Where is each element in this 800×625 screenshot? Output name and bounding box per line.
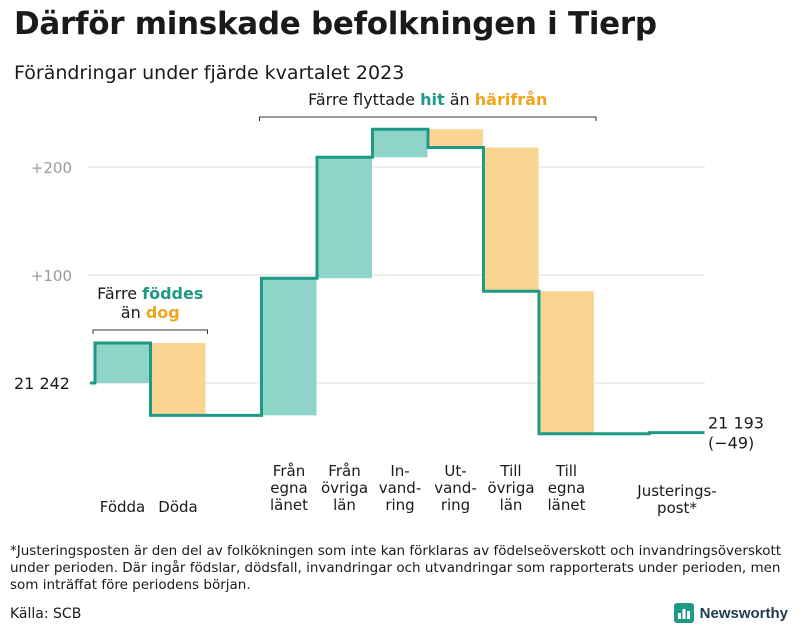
x-category-label: post* xyxy=(657,499,697,517)
x-category-label: Döda xyxy=(158,498,197,516)
x-category-label: vand- xyxy=(379,479,422,497)
cumulative-line xyxy=(90,127,705,436)
waterfall-bar xyxy=(372,129,428,158)
x-category-label: Födda xyxy=(100,498,146,516)
x-category-label: ring xyxy=(441,496,470,514)
annotation-bracket xyxy=(259,116,597,121)
x-category-label: Justerings- xyxy=(636,482,716,500)
annotation-text: Färre föddes xyxy=(97,284,203,303)
waterfall-bar xyxy=(539,291,594,434)
waterfall-bar xyxy=(150,343,206,416)
x-category-label: ring xyxy=(385,496,414,514)
waterfall-bar xyxy=(95,343,150,383)
x-category-label: övriga xyxy=(487,479,534,497)
y-tick-label: +200 xyxy=(31,159,72,177)
source-label: Källa: SCB xyxy=(10,606,82,622)
waterfall-bar xyxy=(428,129,483,148)
annotation-text: än dog xyxy=(121,303,180,322)
chart-title: Därför minskade befolkningen i Tierp xyxy=(14,6,657,42)
end-value-label: (−49) xyxy=(708,434,754,453)
x-category-label: län xyxy=(500,496,523,514)
x-category-label: Till xyxy=(499,462,521,480)
x-category-label: län xyxy=(333,496,356,514)
newsworthy-icon xyxy=(673,603,694,623)
chart-subtitle: Förändringar under fjärde kvartalet 2023 xyxy=(14,62,405,84)
x-category-label: länet xyxy=(270,496,308,514)
waterfall-bar xyxy=(261,278,317,416)
footnote: *Justeringsposten är den del av folkökni… xyxy=(10,543,782,593)
x-category-label: In- xyxy=(390,462,409,480)
x-category-label: egna xyxy=(548,479,585,497)
brand-name: Newsworthy xyxy=(699,604,788,622)
annotation-bracket xyxy=(92,329,208,334)
annotation-text: Färre flyttade hit än härifrån xyxy=(308,90,547,109)
x-category-label: länet xyxy=(548,496,586,514)
x-category-label: Från xyxy=(328,462,360,480)
x-category-label: egna xyxy=(270,479,307,497)
x-category-label: Från xyxy=(273,462,305,480)
start-value-label: 21 242 xyxy=(14,374,70,393)
brand-logo[interactable]: Newsworthy xyxy=(673,603,788,623)
x-category-label: Ut- xyxy=(444,462,466,480)
waterfall-bar xyxy=(317,157,372,279)
x-category-label: Till xyxy=(555,462,577,480)
end-value-label: 21 193 xyxy=(708,414,764,433)
x-category-label: övriga xyxy=(321,479,368,497)
x-category-label: vand- xyxy=(434,479,477,497)
waterfall-bar xyxy=(483,147,539,292)
y-tick-label: +100 xyxy=(31,267,72,285)
